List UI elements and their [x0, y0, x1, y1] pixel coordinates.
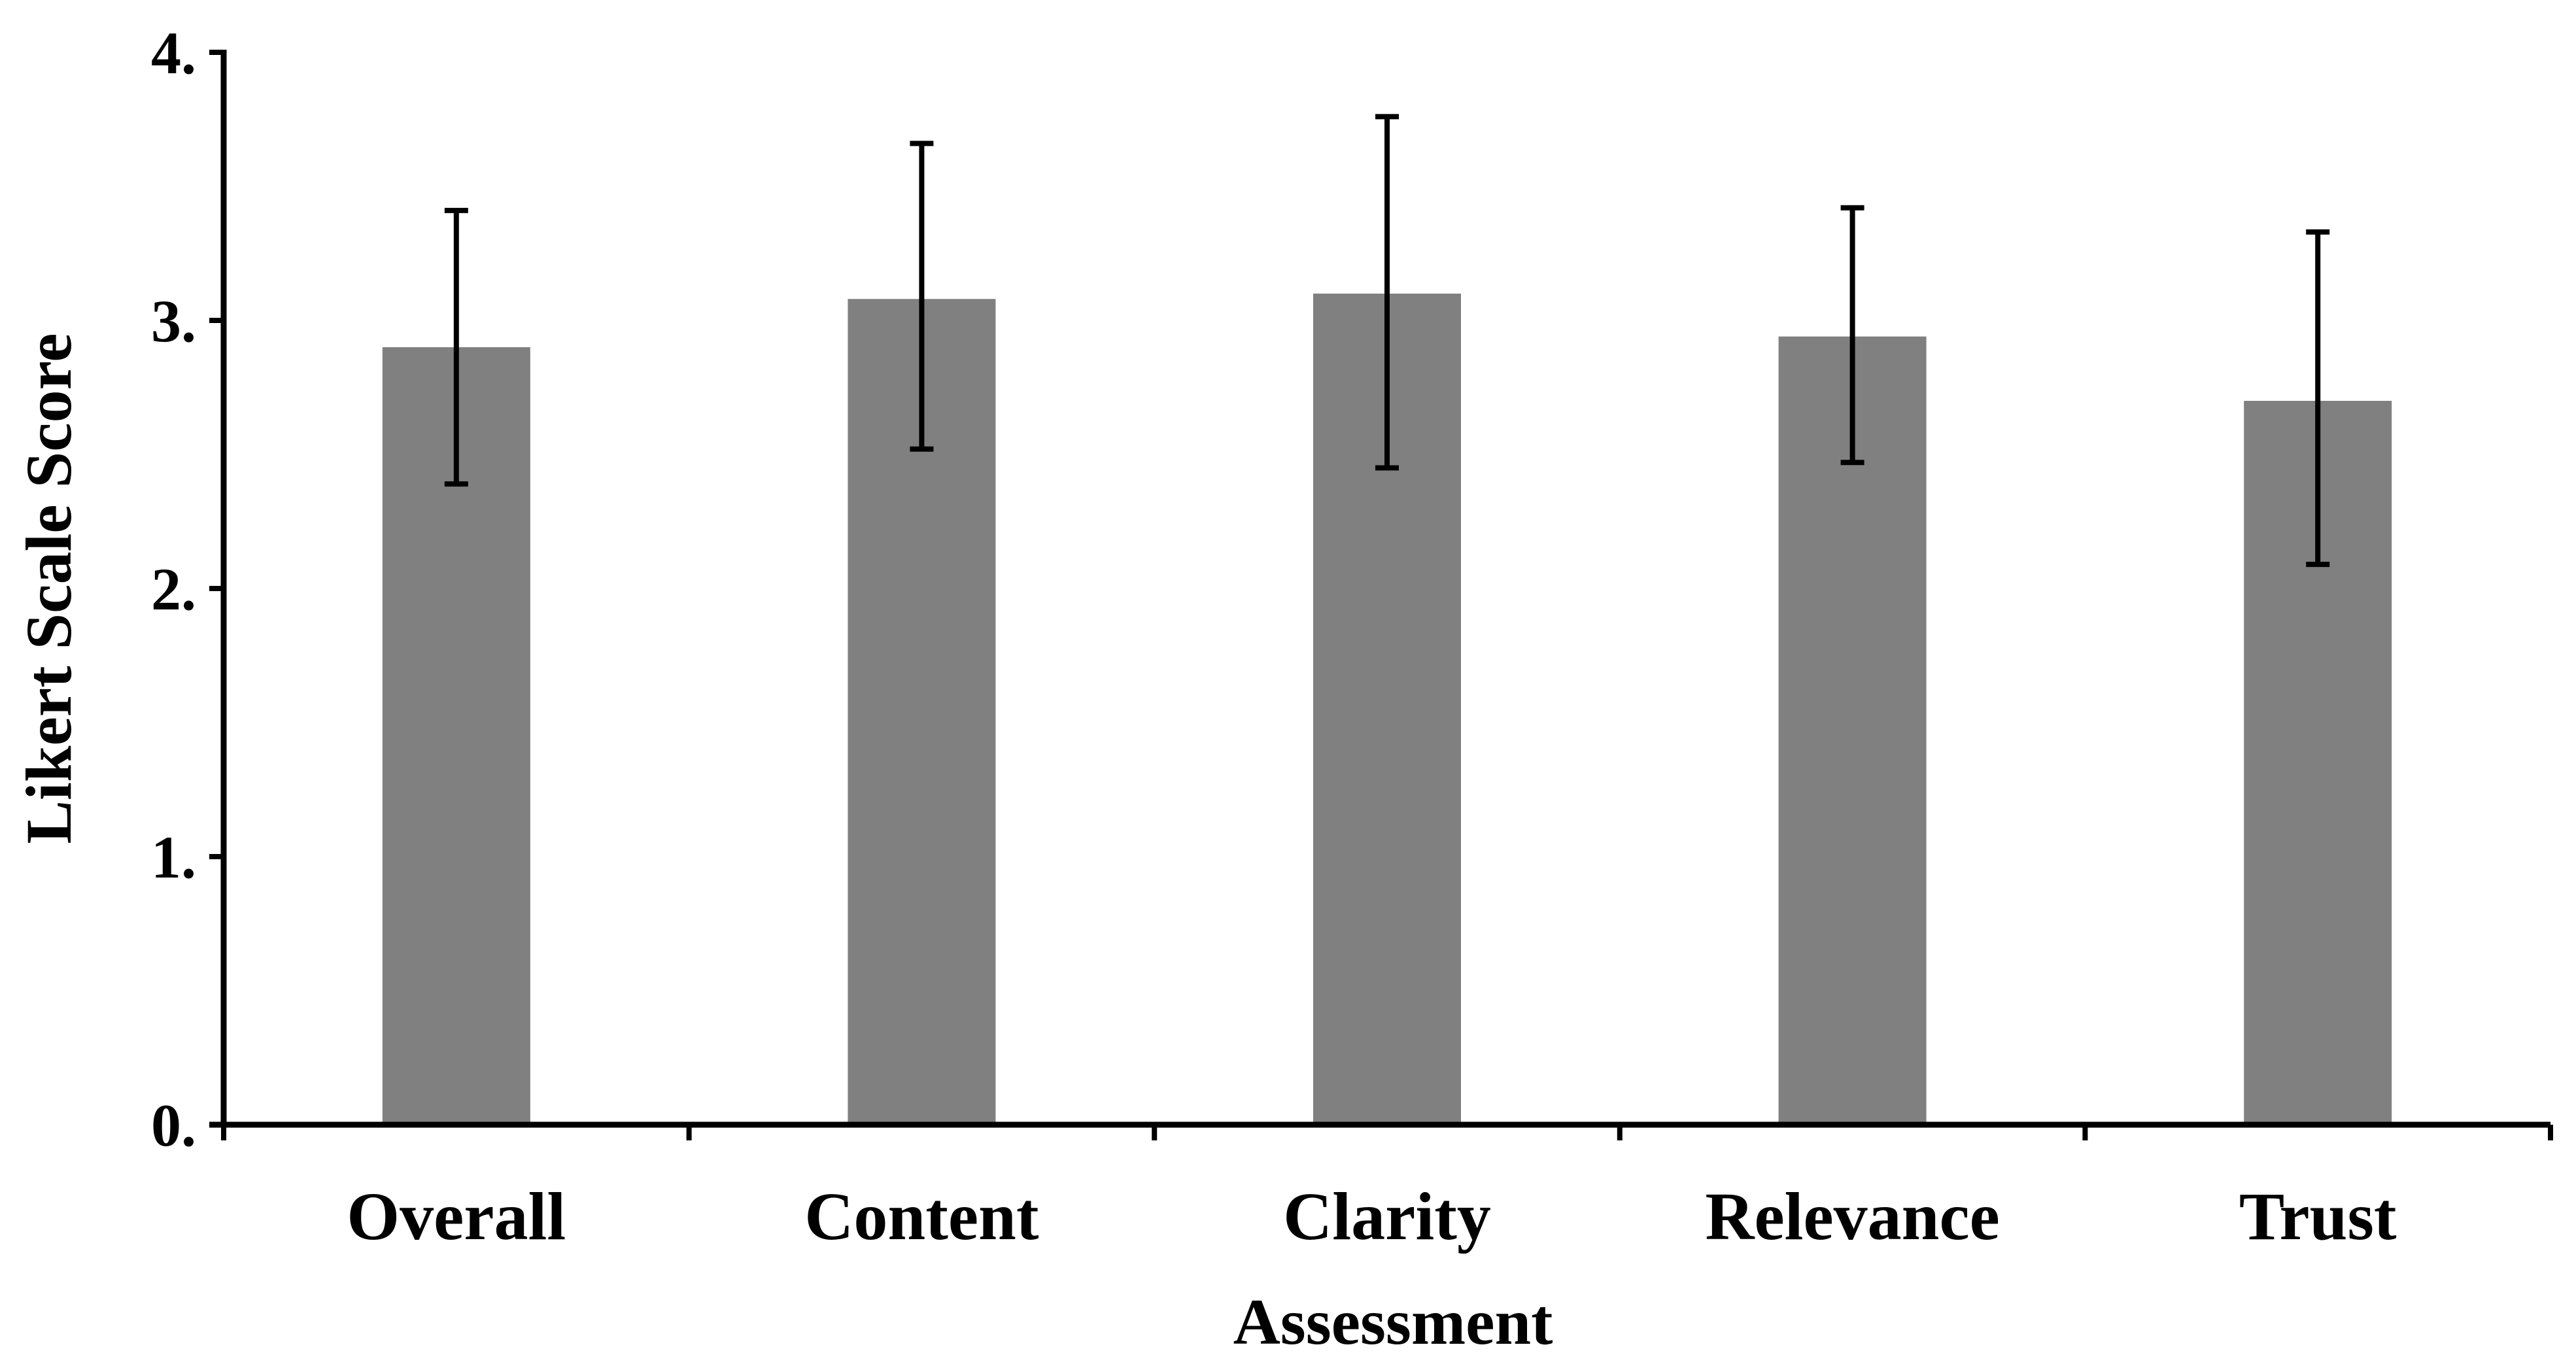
x-tick-label-clarity: Clarity [1283, 1179, 1491, 1254]
x-tick-label-overall: Overall [347, 1179, 566, 1254]
y-axis-title: Likert Scale Score [12, 333, 85, 844]
error-bar-content [910, 141, 934, 452]
bar-relevance [1778, 336, 1927, 1125]
error-bar-relevance [1840, 205, 1864, 466]
x-axis-title: Assessment [1233, 1286, 1553, 1358]
error-bar-clarity [1375, 114, 1399, 471]
y-tick-label: 1. [151, 824, 196, 891]
x-tick-label-relevance: Relevance [1705, 1179, 1999, 1254]
x-tick-label-trust: Trust [2239, 1179, 2397, 1254]
error-bar-overall [444, 207, 468, 487]
y-tick-label: 3. [151, 288, 196, 354]
axes [209, 50, 2553, 1140]
x-tick-label-content: Content [804, 1179, 1039, 1254]
y-tick-label: 0. [151, 1092, 196, 1159]
error-bar-trust [2306, 229, 2330, 568]
labels: Assessment Likert Scale Score Overall Con… [12, 20, 2397, 1358]
y-tick-label: 2. [151, 556, 196, 623]
y-tick-label: 4. [151, 20, 196, 86]
plot-area [382, 114, 2392, 1125]
